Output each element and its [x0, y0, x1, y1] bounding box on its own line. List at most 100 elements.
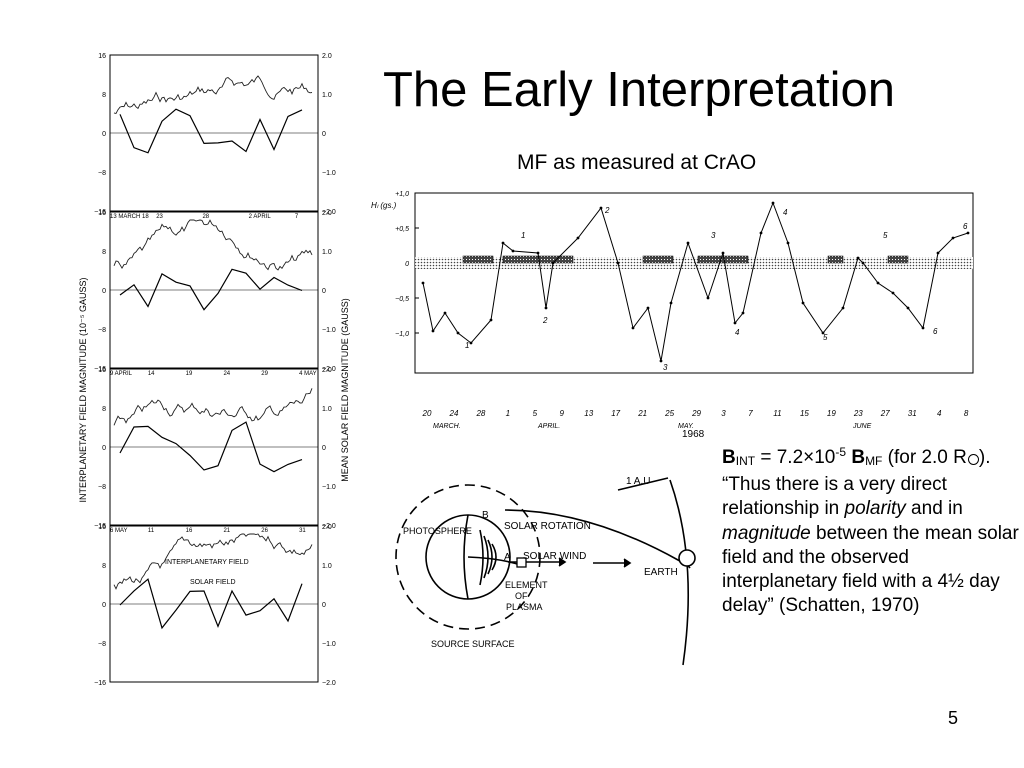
crao-month-label: APRIL.	[537, 423, 560, 430]
crao-point-label: 3	[711, 231, 716, 240]
crao-month-label: JUNE	[852, 423, 872, 430]
left-axis-title: INTERPLANETARY FIELD MAGNITUDE (10⁻⁵ GAU…	[78, 277, 88, 502]
crao-point	[686, 241, 690, 245]
right-axis-title: MEAN SOLAR FIELD MAGNITUDE (GAUSS)	[340, 298, 350, 482]
crao-point	[741, 311, 745, 315]
right-tick-label: 0	[322, 445, 326, 452]
crao-y-tick: 0	[405, 261, 409, 268]
right-tick-label: 1.0	[322, 249, 332, 256]
crao-point	[631, 326, 635, 330]
right-tick-label: 2.0	[322, 210, 332, 217]
right-tick-label: −1.0	[322, 484, 336, 491]
left-tick-label: 0	[102, 445, 106, 452]
crao-point	[759, 231, 763, 235]
left-tick-label: 16	[98, 524, 106, 531]
crao-point	[861, 261, 865, 265]
crao-x-tick: 9	[560, 409, 565, 418]
right-tick-label: −2.0	[322, 209, 336, 216]
year-label: 1968	[682, 429, 705, 440]
photosphere-label: PHOTOSPHERE	[403, 526, 472, 536]
right-tick-label: 0	[322, 288, 326, 295]
crao-point	[443, 311, 447, 315]
legend-solar: SOLAR FIELD	[190, 579, 236, 586]
left-tick-label: 16	[98, 210, 106, 217]
crao-x-tick: 15	[800, 409, 809, 418]
element-label: ELEMENT	[505, 580, 548, 590]
slide-title: The Early Interpretation	[383, 63, 896, 117]
crao-point	[511, 249, 515, 253]
crao-point	[891, 291, 895, 295]
solar-field-line	[119, 578, 303, 630]
right-tick-label: −1.0	[322, 641, 336, 648]
crao-point	[576, 236, 580, 240]
crao-x-tick: 27	[880, 409, 890, 418]
crao-x-tick: 7	[748, 409, 753, 418]
right-tick-label: 2.0	[322, 53, 332, 60]
interplanetary-trace	[113, 219, 313, 271]
crao-point	[544, 306, 548, 310]
crao-x-tick: 25	[664, 409, 674, 418]
solar-field-line	[119, 421, 303, 473]
crao-x-tick: 24	[449, 409, 459, 418]
crao-point	[551, 261, 555, 265]
source-surface-label: SOURCE SURFACE	[431, 639, 515, 649]
crao-point-label: 4	[783, 208, 788, 217]
panel-date-label: 9 APRIL	[110, 371, 133, 377]
interplanetary-trace	[113, 533, 313, 590]
panel-date-label: 16	[186, 528, 193, 534]
crao-curve	[422, 201, 969, 362]
plasma-element-box	[516, 557, 527, 568]
crao-point	[801, 301, 805, 305]
solar-field-line	[119, 108, 303, 154]
label-a: A	[504, 552, 511, 563]
panel-date-label: 11	[148, 528, 155, 534]
crao-point	[599, 206, 603, 210]
solar-field-line	[119, 268, 303, 311]
crao-point-label: 3	[663, 363, 668, 372]
crao-x-tick: 3	[721, 409, 726, 418]
rotation-label: SOLAR ROTATION	[504, 521, 591, 532]
crao-point	[669, 301, 673, 305]
of-label: OF	[515, 591, 528, 601]
crao-point	[456, 331, 460, 335]
right-tick-label: 2.0	[322, 367, 332, 374]
interplanetary-trace	[113, 388, 313, 426]
crao-plot: +1,0+0,50−0,5−1,020 24 28 1 5 9 13 17 21 25 29 3 7 11…	[395, 191, 974, 430]
right-tick-label: −1.0	[322, 327, 336, 334]
crao-point	[421, 281, 425, 285]
left-tick-label: −8	[98, 327, 106, 334]
left-tick-label: −16	[94, 209, 106, 216]
right-tick-label: −2.0	[322, 523, 336, 530]
left-panel: 162.081.000−8−1.0−16−2.02 JUNE712172227I…	[94, 524, 336, 685]
label-b: B	[482, 510, 489, 521]
right-tick-label: 0	[322, 602, 326, 609]
panel-date-label: 29	[261, 371, 268, 377]
right-tick-label: 1.0	[322, 563, 332, 570]
left-tick-label: 8	[102, 249, 106, 256]
crao-point	[786, 241, 790, 245]
crao-point	[616, 261, 620, 265]
crao-x-tick: 19	[827, 409, 836, 418]
crao-point-label: 1	[521, 231, 525, 240]
crao-point	[646, 306, 650, 310]
left-tick-label: −8	[98, 170, 106, 177]
earth-label: EARTH	[644, 567, 678, 578]
crao-point	[501, 241, 505, 245]
crao-point	[771, 201, 775, 205]
right-tick-label: 1.0	[322, 92, 332, 99]
crao-x-tick: 4	[937, 409, 942, 418]
left-tick-label: −16	[94, 680, 106, 685]
right-tick-label: −2.0	[322, 680, 336, 685]
crao-x-tick: 13	[584, 409, 593, 418]
left-panels: 16 2.0 8 1.0 0 0 −8 −1.0 −16 −2.0 13 MARCH 18 23 28 2…	[94, 53, 336, 685]
wind-label: SOLAR WIND	[523, 551, 586, 562]
crao-x-tick: 31	[908, 409, 917, 418]
crao-x-tick: 5	[533, 409, 538, 418]
left-tick-label: 16	[98, 367, 106, 374]
left-panel: 16 2.0 8 1.0 0 0 −8 −1.0 −16 −2.0 9 APRIL 14 19 24 29 4…	[94, 210, 336, 377]
crao-point	[951, 236, 955, 240]
slide-subtitle: MF as measured at CrAO	[517, 151, 757, 174]
crao-point-label: 2	[542, 316, 548, 325]
panel-date-label: 14	[148, 371, 155, 377]
crao-point	[721, 251, 725, 255]
